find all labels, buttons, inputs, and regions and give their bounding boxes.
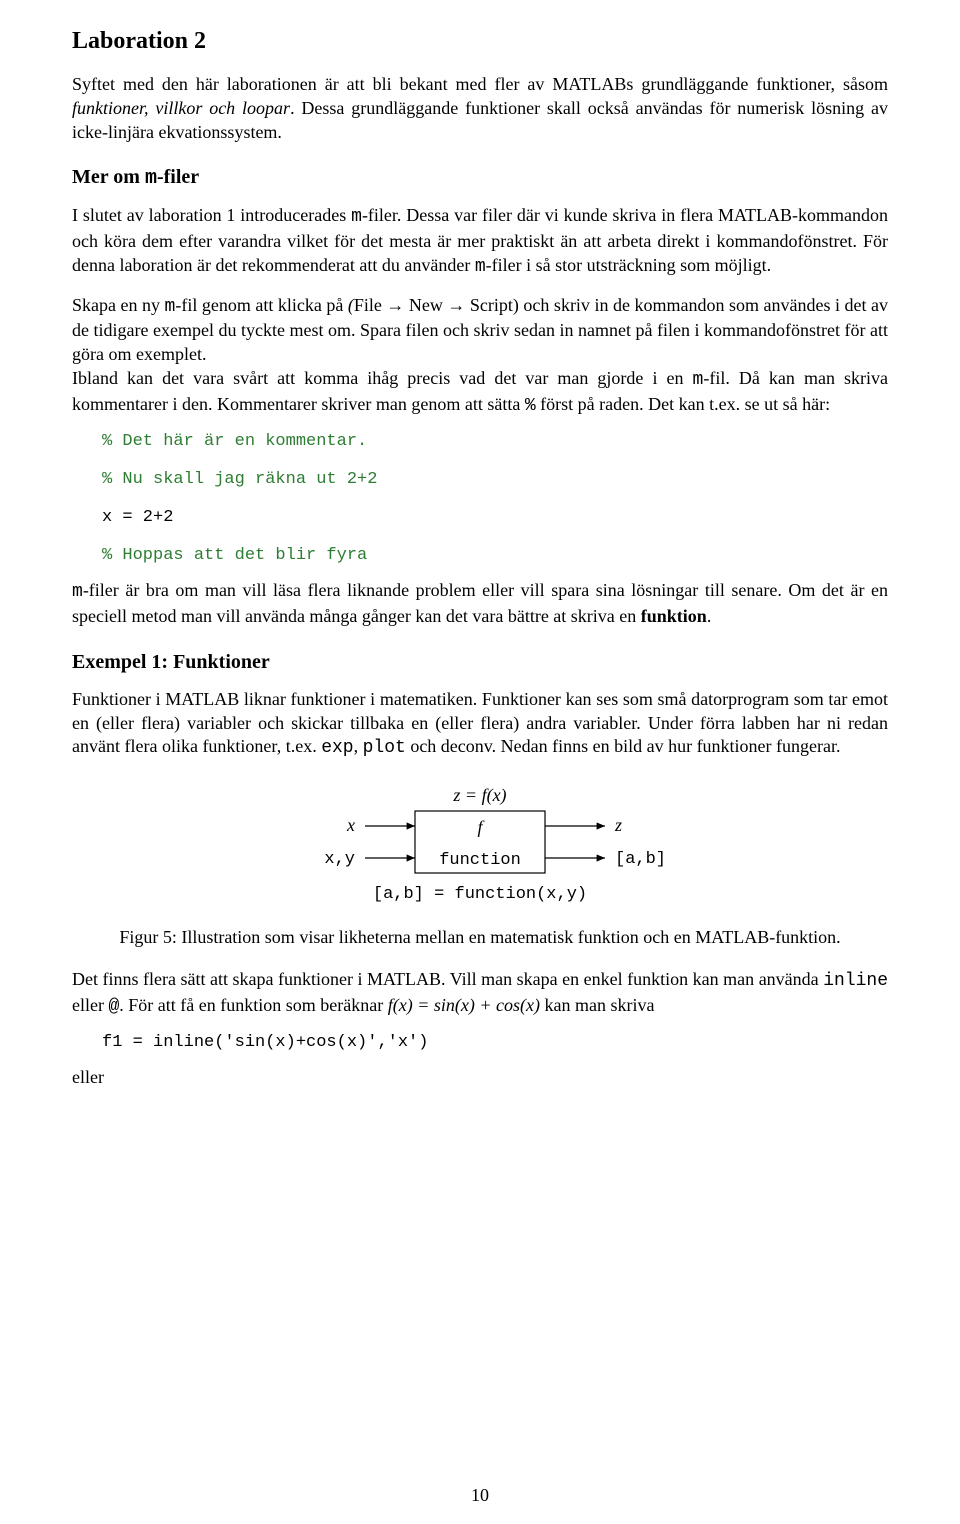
ex1-paragraph-3: eller (72, 1066, 888, 1090)
mono-text: m (165, 297, 176, 317)
ex1-paragraph-2: Det finns flera sätt att skapa funktione… (72, 968, 888, 1020)
text: -fil genom att klicka på (175, 295, 348, 315)
mono-text: plot (363, 738, 406, 758)
text: Mer om (72, 166, 145, 188)
page: Laboration 2 Syftet med den här laborati… (0, 0, 960, 1524)
bold-text: funktion (641, 606, 707, 626)
code-comment: % Hoppas att det blir fyra (102, 546, 367, 565)
mfiler-paragraph-2: Skapa en ny m-fil genom att klicka på (F… (72, 294, 888, 419)
diagram-row1-left: x (346, 815, 355, 835)
diagram-row2-right: [a,b] (615, 850, 666, 869)
figure-caption: Figur 5: Illustration som visar likheter… (72, 926, 888, 950)
text: I slutet av laboration 1 introducerades (72, 205, 351, 225)
diagram-row2-mid: function (439, 851, 521, 870)
ex1-paragraph-1: Funktioner i MATLAB liknar funktioner i … (72, 688, 888, 761)
mfiler-paragraph-1: I slutet av laboration 1 introducerades … (72, 204, 888, 279)
mono-text: m (72, 582, 83, 602)
code-block-2: f1 = inline('sin(x)+cos(x)','x') (102, 1033, 888, 1052)
text: -filer (157, 166, 199, 188)
diagram-top-eq: z = f(x) (452, 785, 506, 806)
text: -filer är bra om man vill läsa flera lik… (72, 580, 888, 626)
text: . För att få en funktion som beräknar (119, 995, 387, 1015)
mfiler-paragraph-3: m-filer är bra om man vill läsa flera li… (72, 579, 888, 629)
code-comment: % Nu skall jag räkna ut 2+2 (102, 470, 377, 489)
diagram-row1-mid: f (477, 817, 485, 837)
code-block-1: % Det här är en kommentar. % Nu skall ja… (102, 432, 888, 565)
text: eller (72, 995, 108, 1015)
diagram-bottom-eq: [a,b] = function(x,y) (373, 885, 587, 904)
diagram-row2-left: x,y (324, 850, 355, 869)
math-text: f(x) = sin(x) + cos(x) (388, 995, 540, 1015)
code-line: x = 2+2 (102, 508, 173, 527)
mono-text: m (351, 207, 362, 227)
intro-paragraph: Syftet med den här laborationen är att b… (72, 73, 888, 144)
italic-text: funktioner, villkor och loopar (72, 98, 290, 118)
text: -filer i så stor utsträckning som möjlig… (486, 255, 771, 275)
mono-text: inline (823, 971, 888, 991)
diagram-svg: z = f(x) x f z x,y function [a,b] [a,b] … (240, 783, 720, 913)
text: Ibland kan det vara svårt att komma ihåg… (72, 368, 693, 388)
page-number: 10 (0, 1485, 960, 1506)
text: , (354, 736, 363, 756)
mono-text: m (145, 167, 157, 190)
page-title: Laboration 2 (72, 28, 888, 55)
text: . (707, 606, 712, 626)
mono-text: @ (108, 997, 119, 1017)
section-heading-mfiler: Mer om m-filer (72, 166, 888, 190)
text: först på raden. Det kan t.ex. se ut så h… (536, 394, 830, 414)
text: och deconv. Nedan finns en bild av hur f… (406, 736, 841, 756)
text: Skapa en ny (72, 295, 165, 315)
text: Syftet med den här laborationen är att b… (72, 74, 888, 94)
mono-text: % (525, 396, 536, 416)
text: Det finns flera sätt att skapa funktione… (72, 969, 823, 989)
text: kan man skriva (540, 995, 654, 1015)
function-diagram: z = f(x) x f z x,y function [a,b] [a,b] … (240, 783, 720, 918)
diagram-row1-right: z (614, 815, 622, 835)
mono-text: m (693, 370, 704, 390)
mono-text: m (475, 257, 486, 277)
code-comment: % Det här är en kommentar. (102, 432, 367, 451)
mono-text: exp (321, 738, 353, 758)
section-heading-exempel-1: Exempel 1: Funktioner (72, 651, 888, 674)
